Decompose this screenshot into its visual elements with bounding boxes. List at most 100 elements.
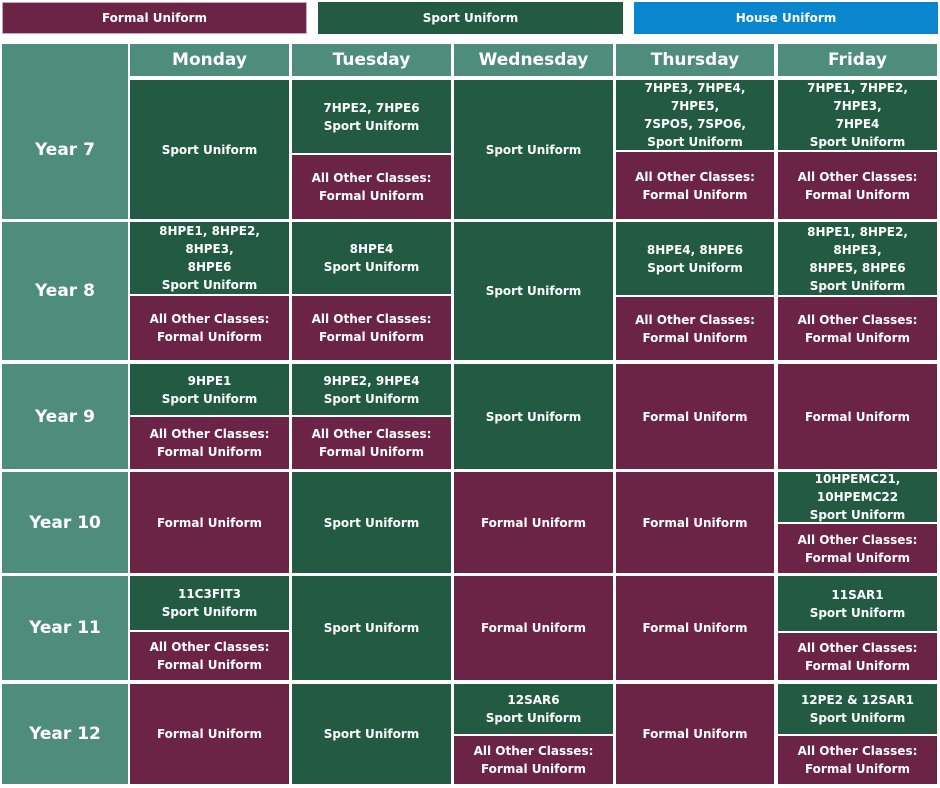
other-classes-label: All Other Classes: [149, 427, 270, 441]
day-label: Tuesday [332, 50, 411, 70]
year-header-10: Year 10 [2, 472, 128, 573]
class-codes: 8HPE1, 8HPE2, 8HPE3, [807, 224, 908, 257]
cell-y9-thursday: Formal Uniform [616, 364, 774, 469]
class-codes: 12SAR6 [507, 693, 560, 707]
cell-line: Formal Uniform [642, 727, 748, 741]
uniform-label: Sport Uniform [809, 711, 906, 725]
cell-y11-monday-other: All Other Classes: Formal Uniform [130, 632, 289, 680]
cell-y12-friday-other: All Other Classes: Formal Uniform [778, 736, 937, 784]
class-codes: 11C3FIT3 [177, 587, 242, 601]
legend-formal-label: Formal Uniform [101, 11, 208, 25]
cell-y10-wednesday: Formal Uniform [454, 472, 613, 573]
cell-line: Sport Uniform [323, 515, 420, 530]
cell-y7-thursday-sport: 7HPE3, 7HPE4, 7HPE5, 7SPO5, 7SPO6, Sport… [616, 80, 774, 150]
cell-y8-tuesday-other: All Other Classes: Formal Uniform [292, 296, 451, 360]
cell-y7-monday: Sport Uniform [130, 80, 289, 219]
cell-y7-tuesday-other: All Other Classes: Formal Uniform [292, 155, 451, 219]
class-codes: 12PE2 & 12SAR1 [800, 693, 915, 707]
class-codes: 11SAR1 [831, 587, 884, 602]
class-codes: 8HPE6 [187, 260, 232, 274]
legend-house: House Uniform [634, 2, 938, 34]
legend-formal: Formal Uniform [2, 2, 307, 34]
other-classes-label: All Other Classes: [311, 427, 432, 441]
other-classes-label: All Other Classes: [797, 744, 918, 758]
uniform-label: Formal Uniform [156, 445, 263, 459]
cell-y8-friday-sport: 8HPE1, 8HPE2, 8HPE3, 8HPE5, 8HPE6 Sport … [778, 222, 937, 295]
cell-y8-thursday-sport: 8HPE4, 8HPE6 Sport Uniform [616, 222, 774, 295]
cell-y7-friday-sport: 7HPE1, 7HPE2, 7HPE3, 7HPE4 Sport Uniform [778, 80, 937, 150]
class-codes: 7HPE1, 7HPE2, 7HPE3, [807, 81, 908, 113]
cell-line: Formal Uniform [156, 515, 263, 530]
cell-y11-friday-other: All Other Classes: Formal Uniform [778, 633, 937, 680]
cell-y10-thursday: Formal Uniform [616, 472, 774, 573]
other-classes-label: All Other Classes: [797, 312, 918, 327]
year-header-7: Year 7 [2, 44, 128, 219]
cell-line: Formal Uniform [642, 621, 748, 635]
class-codes: 8HPE4, 8HPE6 [646, 242, 744, 257]
uniform-label: Formal Uniform [156, 658, 263, 672]
cell-y12-friday-sport: 12PE2 & 12SAR1 Sport Uniform [778, 684, 937, 734]
cell-y8-thursday-other: All Other Classes: Formal Uniform [616, 297, 774, 360]
cell-y9-monday-other: All Other Classes: Formal Uniform [130, 417, 289, 469]
class-codes: 7HPE2, 7HPE6 [323, 100, 420, 115]
uniform-label: Sport Uniform [161, 605, 258, 619]
legend-sport: Sport Uniform [318, 2, 623, 34]
day-header-friday: Friday [778, 44, 937, 76]
cell-y8-wednesday: Sport Uniform [454, 222, 613, 360]
cell-line: Formal Uniform [156, 727, 263, 741]
uniform-label: Formal Uniform [804, 658, 911, 673]
cell-y7-thursday-other: All Other Classes: Formal Uniform [616, 152, 774, 219]
uniform-label: Sport Uniform [809, 278, 906, 293]
cell-y10-tuesday: Sport Uniform [292, 472, 451, 573]
day-label: Thursday [650, 50, 740, 70]
cell-y11-tuesday: Sport Uniform [292, 576, 451, 680]
uniform-label: Sport Uniform [161, 278, 258, 292]
cell-y8-tuesday-sport: 8HPE4 Sport Uniform [292, 222, 451, 294]
other-classes-label: All Other Classes: [311, 171, 432, 185]
legend-house-label: House Uniform [735, 11, 837, 25]
class-codes: 9HPE2, 9HPE4 [323, 373, 420, 388]
year-label: Year 10 [29, 512, 101, 533]
cell-line: Sport Uniform [161, 142, 258, 157]
other-classes-label: All Other Classes: [797, 640, 918, 655]
class-codes: 9HPE1 [187, 373, 232, 388]
cell-y7-friday-other: All Other Classes: Formal Uniform [778, 152, 937, 219]
cell-y9-tuesday-sport: 9HPE2, 9HPE4 Sport Uniform [292, 364, 451, 415]
uniform-label: Formal Uniform [804, 762, 911, 776]
uniform-label: Formal Uniform [642, 187, 748, 202]
cell-y12-wednesday-other: All Other Classes: Formal Uniform [454, 736, 613, 784]
year-header-8: Year 8 [2, 222, 128, 360]
uniform-label: Sport Uniform [647, 260, 743, 275]
year-label: Year 8 [35, 281, 95, 301]
other-classes-label: All Other Classes: [635, 312, 755, 327]
cell-y8-friday-other: All Other Classes: Formal Uniform [778, 297, 937, 360]
class-codes: 10HPEMC21, 10HPEMC22 [814, 472, 901, 504]
cell-y9-tuesday-other: All Other Classes: Formal Uniform [292, 417, 451, 469]
cell-y11-thursday: Formal Uniform [616, 576, 774, 680]
cell-line: Formal Uniform [480, 515, 587, 530]
other-classes-label: All Other Classes: [149, 640, 270, 654]
cell-y11-friday-sport: 11SAR1 Sport Uniform [778, 576, 937, 631]
uniform-label: Formal Uniform [642, 330, 748, 345]
cell-y9-wednesday: Sport Uniform [454, 364, 613, 469]
uniform-label: Formal Uniform [318, 189, 425, 203]
year-label: Year 11 [29, 618, 101, 638]
class-codes: 7SPO5, 7SPO6, [644, 117, 746, 131]
cell-line: Formal Uniform [480, 621, 587, 635]
uniform-label: Sport Uniform [485, 711, 582, 725]
other-classes-label: All Other Classes: [473, 744, 594, 758]
uniform-label: Formal Uniform [480, 762, 587, 776]
cell-y8-monday-sport: 8HPE1, 8HPE2, 8HPE3, 8HPE6 Sport Uniform [130, 222, 289, 294]
cell-y12-tuesday: Sport Uniform [292, 684, 451, 784]
uniform-label: Sport Uniform [323, 260, 420, 274]
year-header-11: Year 11 [2, 576, 128, 680]
year-label: Year 9 [35, 406, 95, 427]
day-header-monday: Monday [130, 44, 289, 76]
cell-y12-thursday: Formal Uniform [616, 684, 774, 784]
class-codes: 8HPE1, 8HPE2, 8HPE3, [159, 224, 260, 256]
other-classes-label: All Other Classes: [311, 312, 432, 326]
day-header-wednesday: Wednesday [454, 44, 613, 76]
day-header-tuesday: Tuesday [292, 44, 451, 76]
uniform-label: Formal Uniform [156, 330, 263, 344]
cell-y10-monday: Formal Uniform [130, 472, 289, 573]
